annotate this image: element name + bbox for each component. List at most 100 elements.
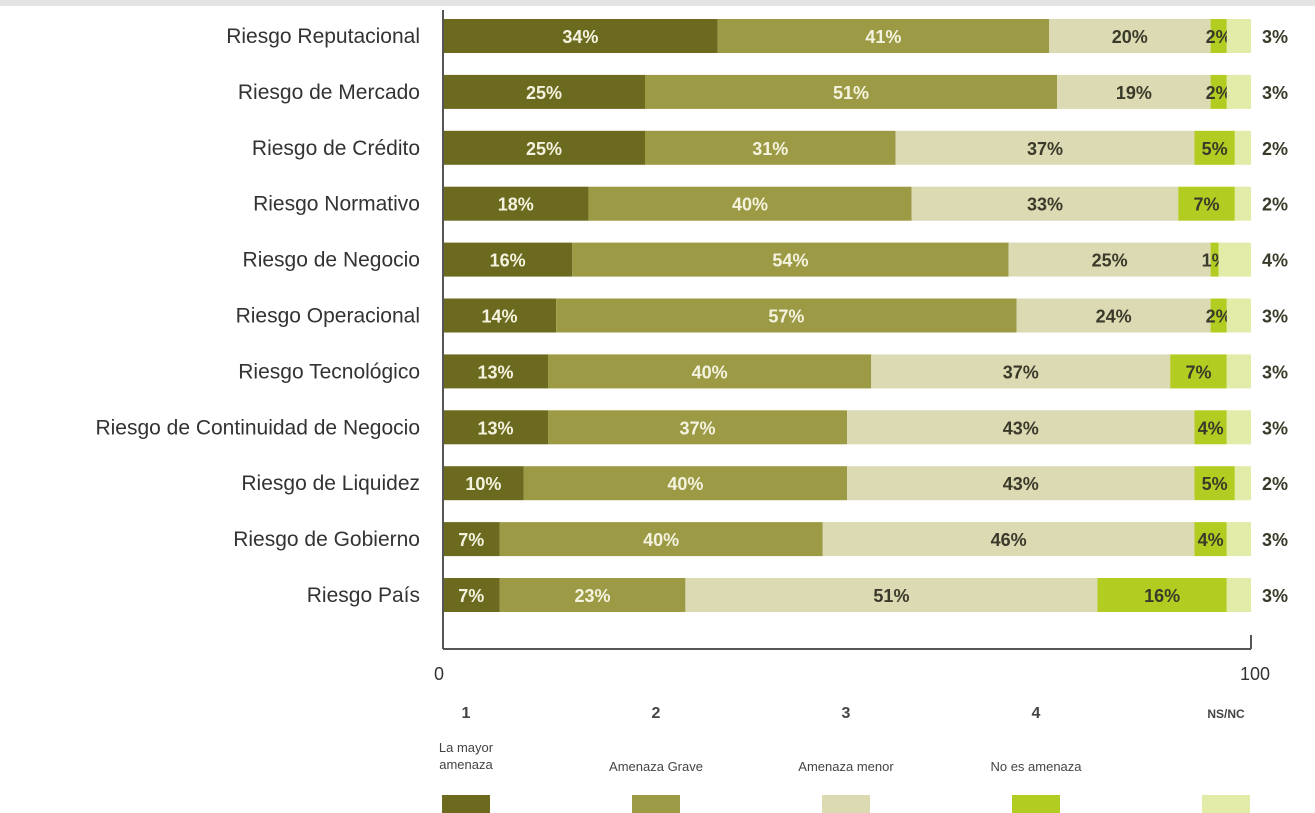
ns-nc-label: 2%	[1262, 474, 1288, 494]
data-label: 46%	[991, 530, 1027, 550]
data-label: 5%	[1202, 474, 1228, 494]
ns-nc-label: 3%	[1262, 362, 1288, 382]
legend-key: 4	[1032, 705, 1041, 722]
legend-key: 3	[842, 705, 851, 722]
bar-segment-1	[443, 242, 573, 277]
category-label: Riesgo Reputacional	[226, 25, 420, 48]
data-label: 7%	[458, 586, 484, 606]
bar-segment-2	[523, 466, 847, 501]
bar-segment-ns-nc	[1226, 19, 1251, 53]
data-label: 40%	[692, 362, 728, 382]
category-label: Riesgo de Crédito	[252, 137, 420, 160]
x-tick-label: 0	[434, 664, 444, 684]
bar-segment-3	[1016, 298, 1211, 333]
data-label: 2%	[1206, 83, 1232, 103]
legend-swatch	[822, 795, 870, 813]
legend-key: 1	[462, 705, 471, 722]
data-label: 20%	[1112, 27, 1148, 47]
bar-segment-1	[443, 186, 589, 221]
bar-segment-1	[443, 410, 549, 445]
data-label: 2%	[1206, 307, 1232, 327]
ns-nc-label: 3%	[1262, 418, 1288, 438]
bar-segment-ns-nc	[1234, 186, 1251, 221]
data-label: 37%	[680, 418, 716, 438]
legend-label: Amenaza menor	[798, 759, 894, 774]
data-label: 40%	[667, 474, 703, 494]
bar-segment-4	[1210, 19, 1227, 53]
bar-segment-4	[1194, 466, 1235, 501]
bar-segment-2	[548, 410, 847, 445]
data-label: 43%	[1003, 474, 1039, 494]
bar-segment-3	[1049, 19, 1211, 53]
bar-segment-4	[1170, 354, 1227, 389]
data-label: 37%	[1003, 362, 1039, 382]
bar-segment-2	[499, 578, 686, 612]
data-label: 31%	[752, 139, 788, 159]
bar-segment-3	[1057, 74, 1211, 109]
ns-nc-label: 3%	[1262, 27, 1288, 47]
bar-segment-ns-nc	[1226, 410, 1251, 445]
data-label: 40%	[643, 530, 679, 550]
category-label: Riesgo País	[307, 584, 420, 607]
top-strip	[0, 0, 1315, 6]
bar-segment-2	[556, 298, 1017, 333]
bar-segment-ns-nc	[1226, 578, 1251, 612]
bar-segment-3	[685, 578, 1098, 612]
bar-segment-4	[1194, 410, 1227, 445]
bar-segment-2	[499, 522, 823, 557]
bar-segment-4	[1178, 186, 1235, 221]
category-label: Riesgo Tecnológico	[238, 360, 420, 383]
data-label: 54%	[772, 251, 808, 271]
bar-segment-3	[847, 410, 1195, 445]
bar-segment-4	[1210, 74, 1227, 109]
bar-segment-2	[572, 242, 1009, 277]
category-label: Riesgo de Negocio	[243, 249, 420, 272]
bar-segment-1	[443, 130, 645, 165]
bar-segment-3	[895, 130, 1195, 165]
bar-segment-4	[1097, 578, 1227, 612]
data-label: 25%	[1092, 251, 1128, 271]
legend-swatch	[442, 795, 490, 813]
ns-nc-label: 3%	[1262, 83, 1288, 103]
bar-segment-ns-nc	[1226, 522, 1251, 557]
data-label: 7%	[1194, 195, 1220, 215]
bar-segment-3	[871, 354, 1171, 389]
bar-segment-ns-nc	[1226, 354, 1251, 389]
data-label: 16%	[1144, 586, 1180, 606]
data-label: 4%	[1198, 418, 1224, 438]
legend-swatch	[632, 795, 680, 813]
category-label: Riesgo de Mercado	[238, 81, 420, 104]
data-label: 23%	[574, 586, 610, 606]
legend-label: Amenaza Grave	[609, 759, 703, 774]
category-label: Riesgo Normativo	[253, 193, 420, 216]
bar-segment-1	[443, 522, 500, 557]
bar-segment-ns-nc	[1234, 130, 1251, 165]
bar-segment-4	[1194, 522, 1227, 557]
ns-nc-label: 2%	[1262, 139, 1288, 159]
bar-segment-2	[588, 186, 912, 221]
legend-swatch	[1012, 795, 1060, 813]
data-label: 43%	[1003, 418, 1039, 438]
bar-segment-ns-nc	[1234, 466, 1251, 501]
ns-nc-label: 3%	[1262, 586, 1288, 606]
data-label: 37%	[1027, 139, 1063, 159]
data-label: 5%	[1202, 139, 1228, 159]
category-label: Riesgo Operacional	[236, 305, 420, 328]
legend-key: NS/NC	[1207, 707, 1245, 721]
ns-nc-label: 2%	[1262, 195, 1288, 215]
data-label: 51%	[833, 83, 869, 103]
bar-segment-1	[443, 74, 645, 109]
bar-segment-ns-nc	[1226, 298, 1251, 333]
data-label: 4%	[1198, 530, 1224, 550]
data-label: 57%	[768, 307, 804, 327]
data-label: 18%	[498, 195, 534, 215]
bar-segment-2	[717, 19, 1049, 53]
data-label: 7%	[1185, 362, 1211, 382]
bar-segment-ns-nc	[1226, 74, 1251, 109]
bar-segment-1	[443, 19, 718, 53]
data-label: 40%	[732, 195, 768, 215]
bar-segment-4	[1210, 298, 1227, 333]
data-label: 14%	[482, 307, 518, 327]
data-label: 16%	[490, 251, 526, 271]
